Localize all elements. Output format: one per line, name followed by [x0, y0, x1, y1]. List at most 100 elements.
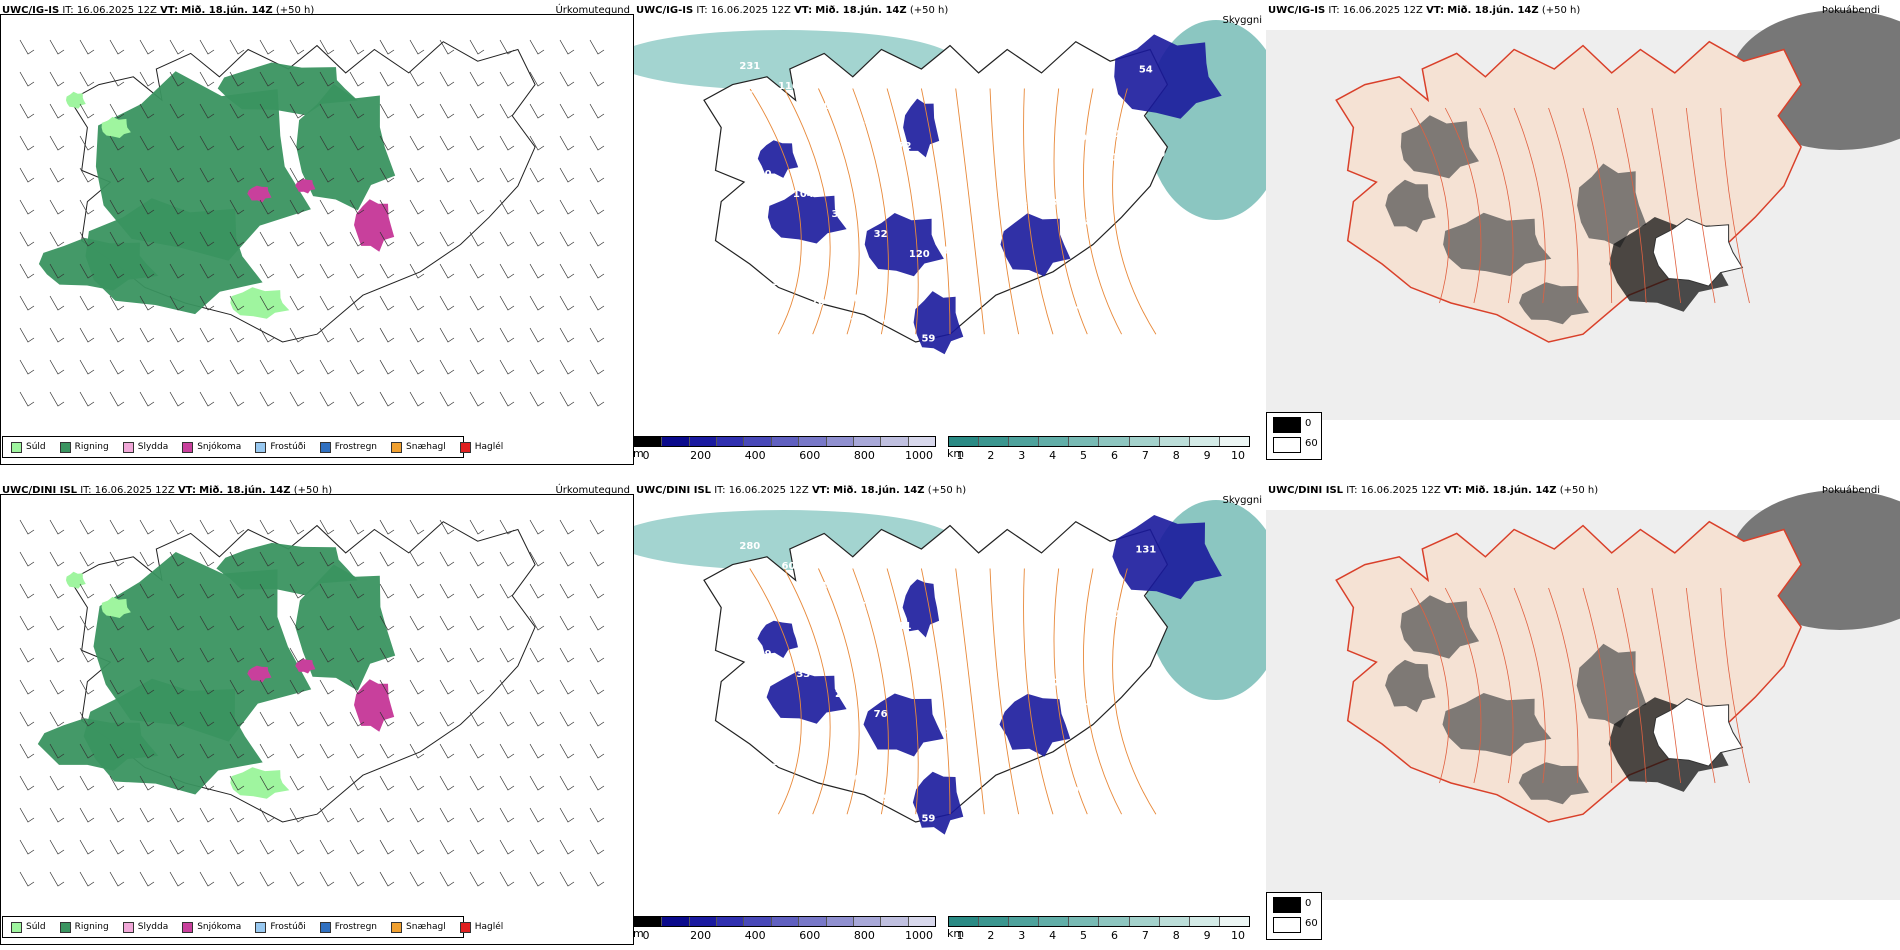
cloud-base-value: 480	[841, 774, 862, 785]
wind-barb	[529, 551, 545, 567]
rain-area	[217, 62, 358, 116]
wind-barb	[379, 103, 395, 119]
wind-barb	[439, 871, 455, 887]
colorbar-cell	[881, 917, 909, 926]
wind-barb	[559, 39, 575, 55]
colorbar-tick: 6	[1110, 449, 1118, 462]
wind-barb	[379, 391, 395, 407]
wind-barb	[319, 743, 335, 759]
wind-barb	[499, 519, 515, 535]
wind-barb	[319, 839, 335, 855]
wind-barb	[229, 615, 245, 631]
wind-barb	[49, 167, 65, 183]
legend-swatch	[122, 921, 134, 933]
colorbar-cell	[1219, 917, 1249, 926]
vt-prefix: VT:	[794, 5, 813, 16]
wind-barb	[379, 615, 395, 631]
precip-legend: Súld Rigning Slydda Snjókoma Frostúði Frostre…	[2, 916, 503, 938]
road-line	[1720, 107, 1750, 304]
wind-barb	[499, 39, 515, 55]
wind-barb	[469, 615, 485, 631]
wind-barb	[559, 775, 575, 791]
wind-barb	[469, 231, 485, 247]
road-line	[920, 88, 951, 335]
wind-barb	[79, 103, 95, 119]
colorbar-cell	[662, 437, 690, 446]
cloud-base-value: 120	[909, 249, 930, 260]
wind-barb	[79, 647, 95, 663]
wind-barb	[289, 711, 305, 727]
legend-swatch	[59, 441, 71, 453]
road-line	[1444, 587, 1482, 784]
cloud-base-value: 107	[817, 101, 838, 112]
wind-barb	[169, 647, 185, 663]
wind-barb	[139, 39, 155, 55]
wind-barb	[79, 295, 95, 311]
colorbar-cell	[635, 437, 663, 446]
wind-barb	[169, 295, 185, 311]
legend-label: Frostúði	[270, 442, 306, 452]
cloud-base-value: 54	[1139, 64, 1153, 75]
wind-barb	[109, 839, 125, 855]
wind-barb	[139, 743, 155, 759]
wind-barb	[589, 839, 605, 855]
wind-barb	[169, 711, 185, 727]
wind-barb	[289, 103, 305, 119]
wind-barb	[589, 327, 605, 343]
colorbar-cell	[1189, 917, 1220, 926]
road-line	[818, 88, 860, 335]
wind-barb	[529, 359, 545, 375]
model-name: UWC/DINI ISL	[1268, 485, 1344, 496]
wind-barb	[19, 775, 35, 791]
wind-barb	[319, 103, 335, 119]
wind-barb	[529, 839, 545, 855]
cloud-base-value: 92	[945, 725, 959, 736]
init-time: IT: 16.06.2025 12Z	[1328, 5, 1423, 16]
legend-item: Frostúði	[255, 921, 306, 933]
wind-barb	[199, 711, 215, 727]
wind-barb	[499, 71, 515, 87]
wind-barb	[469, 167, 485, 183]
colorbar-strip	[634, 916, 936, 927]
vt-prefix: VT:	[177, 485, 196, 496]
colorbar-cell	[908, 437, 935, 446]
wind-barb	[229, 583, 245, 599]
road-line	[989, 568, 1020, 815]
colorbar-cell	[881, 437, 909, 446]
wind-barb	[499, 231, 515, 247]
wind-barb	[19, 359, 35, 375]
wind-barb	[379, 135, 395, 151]
road-line	[783, 568, 831, 815]
colorbar-tick: 6	[1110, 929, 1118, 942]
wind-barb	[19, 263, 35, 279]
road-line	[1617, 107, 1647, 304]
cloud-base-value: 85	[1023, 765, 1037, 776]
cloud-base-patch	[999, 693, 1071, 757]
wind-barb	[169, 199, 185, 215]
legend-item: Haglél	[459, 441, 503, 453]
cloud-base-value: 33	[796, 669, 810, 680]
wind-barb	[499, 551, 515, 567]
wind-barb	[139, 807, 155, 823]
road-line	[955, 568, 985, 815]
wind-barb	[259, 359, 275, 375]
colorbar-tick: 4	[1049, 449, 1057, 462]
wind-barb	[229, 647, 245, 663]
wind-barb	[49, 807, 65, 823]
wind-barb	[499, 807, 515, 823]
legend-item: Slydda	[122, 921, 168, 933]
wind-barb	[529, 263, 545, 279]
lead-time: (+50 h)	[1559, 485, 1599, 496]
wind-barb	[589, 583, 605, 599]
wind-barb	[469, 743, 485, 759]
init-time: IT: 16.06.2025 12Z	[62, 5, 157, 16]
wind-barb	[259, 871, 275, 887]
colorbar-cell	[826, 917, 854, 926]
wind-barb	[19, 295, 35, 311]
road-line	[818, 568, 860, 815]
wind-barb	[349, 583, 365, 599]
wind-barb	[589, 359, 605, 375]
wind-barb	[259, 679, 275, 695]
wind-barb	[79, 39, 95, 55]
wind-barb	[109, 231, 125, 247]
